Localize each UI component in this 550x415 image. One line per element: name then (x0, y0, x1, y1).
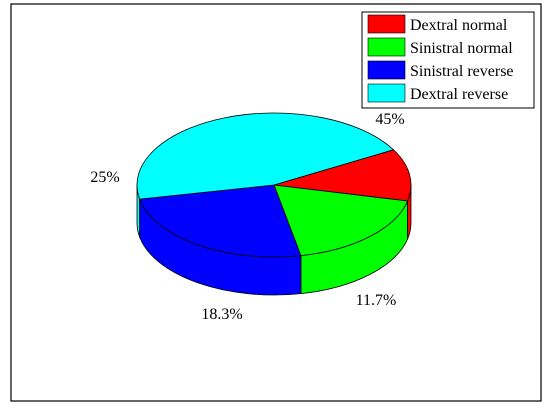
legend-swatch-dextral-normal (367, 14, 406, 34)
pie-slice-dextral-normal (273, 149, 412, 202)
legend-swatch-dextral-reverse (367, 83, 406, 103)
legend-swatch-sinistral-normal (367, 37, 406, 57)
data-label-dextral-normal: 11.7% (356, 292, 397, 309)
pie-slice-dextral-reverse (136, 112, 395, 200)
pie-slice-sinistral-normal (273, 184, 409, 257)
legend-label-dextral-normal: Dextral normal (410, 17, 508, 34)
data-label-sinistral-normal: 18.3% (201, 306, 242, 323)
data-labels-group: 11.7% 18.3% 25% 45% (90, 111, 404, 323)
data-label-sinistral-reverse: 25% (90, 169, 119, 186)
pie-group (136, 112, 412, 296)
pie-slice-sinistral-reverse (139, 184, 302, 258)
legend: Dextral normal Sinistral normal Sinistral … (361, 11, 535, 109)
legend-label-sinistral-reverse: Sinistral reverse (410, 63, 514, 80)
legend-swatch-sinistral-reverse (367, 60, 406, 80)
data-label-dextral-reverse: 45% (375, 111, 404, 128)
legend-label-dextral-reverse: Dextral reverse (410, 86, 508, 103)
legend-label-sinistral-normal: Sinistral normal (410, 40, 513, 57)
